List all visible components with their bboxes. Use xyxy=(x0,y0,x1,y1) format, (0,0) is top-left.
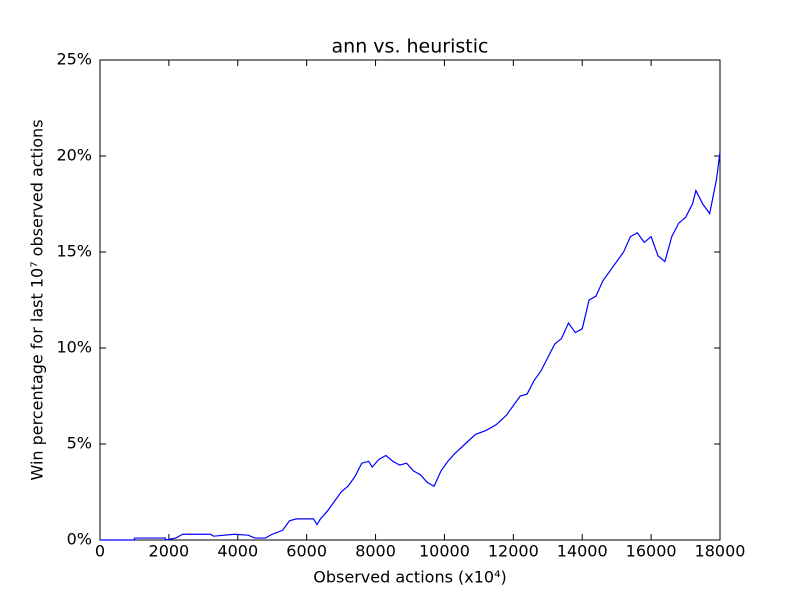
x-tick-label: 6000 xyxy=(286,542,327,561)
x-tick-label: 2000 xyxy=(149,542,190,561)
y-tick-label: 0% xyxy=(67,530,92,549)
chart-title: ann vs. heuristic xyxy=(332,36,489,58)
x-tick-label: 12000 xyxy=(488,542,539,561)
y-tick-label: 25% xyxy=(56,50,92,69)
y-axis-label: Win percentage for last 10⁷ observed act… xyxy=(28,119,47,480)
x-tick-label: 16000 xyxy=(626,542,677,561)
x-axis-label: Observed actions (x10⁴) xyxy=(313,568,506,587)
y-tick-label: 20% xyxy=(56,146,92,165)
x-tick-label: 18000 xyxy=(695,542,746,561)
x-tick-label: 14000 xyxy=(557,542,608,561)
x-tick-label: 4000 xyxy=(217,542,258,561)
y-tick-label: 5% xyxy=(67,434,92,453)
y-tick-label: 10% xyxy=(56,338,92,357)
x-tick-label: 0 xyxy=(95,542,105,561)
plot-frame xyxy=(99,59,721,541)
data-line xyxy=(100,152,721,541)
x-tick-label: 10000 xyxy=(419,542,470,561)
x-tick-label: 8000 xyxy=(355,542,396,561)
y-tick-label: 15% xyxy=(56,242,92,261)
